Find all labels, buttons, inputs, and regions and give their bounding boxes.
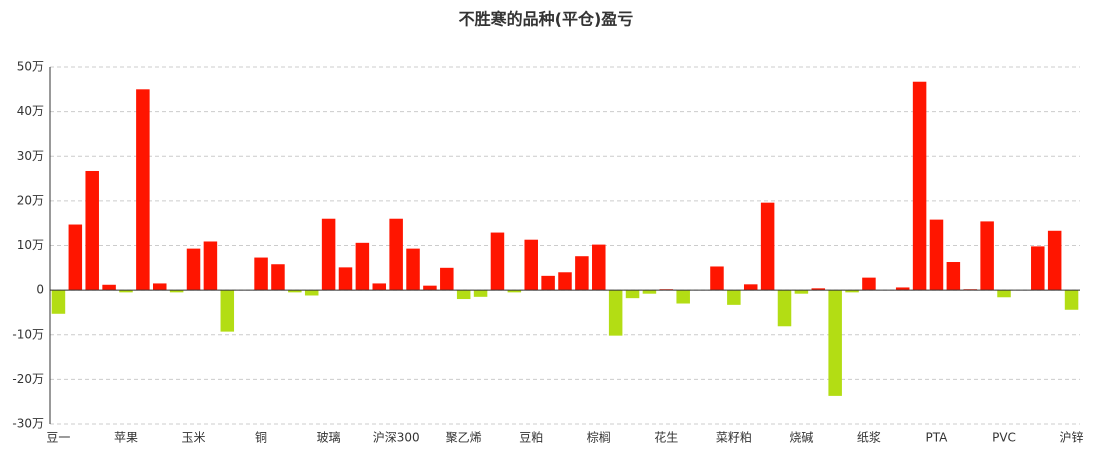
y-tick-label: 50万 <box>17 60 44 74</box>
bar <box>608 290 623 336</box>
bar <box>372 283 387 291</box>
y-tick-label: 30万 <box>17 149 44 163</box>
x-tick-label: 豆粕 <box>519 430 543 445</box>
x-tick-label: 菜籽粕 <box>716 430 752 445</box>
bar <box>1031 246 1045 291</box>
x-tick-label: 烧碱 <box>789 431 813 445</box>
bar <box>119 290 133 293</box>
bar <box>220 290 235 332</box>
bar <box>355 242 370 291</box>
bar <box>153 283 167 291</box>
x-tick-label: 花生 <box>654 430 678 445</box>
bar <box>136 89 150 291</box>
bar <box>828 290 842 396</box>
bar <box>811 288 826 291</box>
bar <box>423 285 437 291</box>
bar <box>507 290 522 293</box>
y-tick-label: 0 <box>36 283 44 297</box>
bar <box>406 248 420 291</box>
bar <box>304 290 319 296</box>
bar <box>203 241 218 291</box>
y-tick-label: 40万 <box>17 104 44 118</box>
x-tick-label: 棕榈 <box>587 430 611 445</box>
x-tick-label: 沪深300 <box>373 431 420 445</box>
x-tick-label: 纸浆 <box>857 430 881 445</box>
bar <box>946 262 961 291</box>
y-tick-label: 10万 <box>17 238 44 252</box>
bar <box>592 244 606 291</box>
x-tick-label: PTA <box>926 431 949 445</box>
bar <box>490 232 505 291</box>
bar <box>845 290 859 293</box>
bar <box>473 290 488 297</box>
bar <box>389 218 403 291</box>
x-tick-label: 沪锌 <box>1060 431 1084 445</box>
bar <box>794 290 809 294</box>
bar <box>169 290 184 293</box>
bar <box>85 170 99 291</box>
bar <box>186 248 201 291</box>
bar <box>575 256 589 291</box>
bar <box>1047 230 1062 291</box>
y-tick-label: -10万 <box>12 327 44 341</box>
bar <box>710 266 724 291</box>
bar <box>1064 290 1079 310</box>
bar <box>760 202 775 291</box>
bar <box>777 290 792 327</box>
bar <box>51 290 66 314</box>
bar <box>642 290 657 294</box>
x-tick-label: 玻璃 <box>317 431 341 445</box>
bar <box>456 290 471 300</box>
x-tick-label: 聚乙烯 <box>446 431 482 445</box>
bar <box>558 272 572 291</box>
bar <box>338 267 353 291</box>
bar <box>743 284 758 291</box>
bar <box>912 81 927 291</box>
bar <box>676 290 690 304</box>
bar <box>541 275 555 291</box>
bar <box>321 218 336 291</box>
chart-title: 不胜寒的品种(平仓)盈亏 <box>459 10 634 29</box>
y-tick-label: -30万 <box>12 417 44 431</box>
bar <box>625 290 640 299</box>
bar <box>68 224 83 291</box>
x-tick-label: 豆一 <box>46 431 70 445</box>
bar <box>895 287 910 291</box>
bar <box>980 221 994 291</box>
x-tick-label: 苹果 <box>114 431 138 445</box>
bar <box>288 290 302 293</box>
bar <box>102 284 116 291</box>
y-tick-label: 20万 <box>17 193 44 207</box>
x-tick-label: PVC <box>992 431 1016 445</box>
bar <box>524 239 538 291</box>
bar <box>997 290 1011 298</box>
bar <box>440 267 454 291</box>
y-tick-label: -20万 <box>12 372 44 386</box>
bar <box>254 257 268 291</box>
bar <box>271 264 285 291</box>
bar <box>862 277 876 291</box>
x-tick-label: 铜 <box>255 430 267 445</box>
x-tick-label: 玉米 <box>182 431 206 445</box>
bar <box>929 219 944 291</box>
bar <box>727 290 741 305</box>
